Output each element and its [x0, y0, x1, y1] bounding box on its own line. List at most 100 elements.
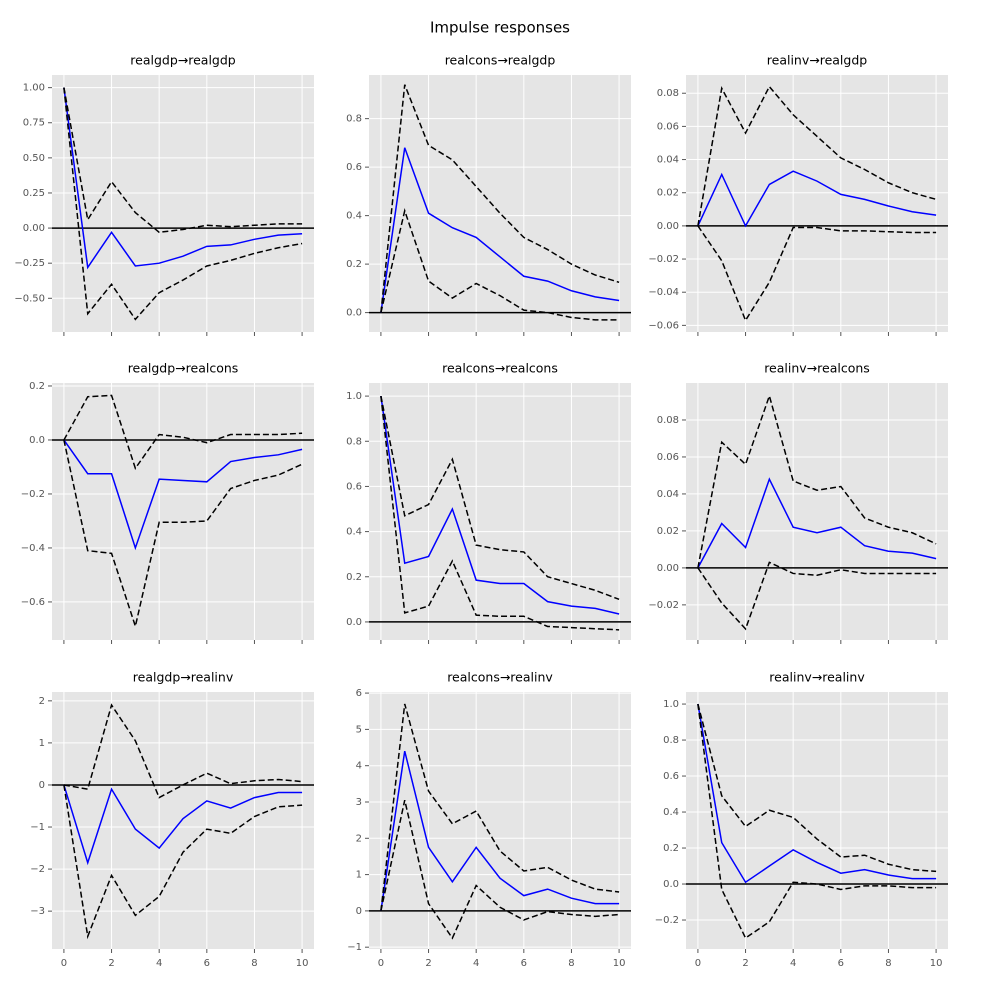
y-tick-label: 1.0	[346, 391, 362, 402]
subplot-title: realcons→realinv	[447, 670, 553, 685]
band-line	[63, 87, 303, 321]
x-tick-label: 8	[568, 958, 574, 969]
response-line	[697, 170, 937, 228]
x-tick-label: 10	[613, 958, 626, 969]
y-tick-label: −0.04	[648, 287, 679, 298]
plot-area	[52, 383, 314, 640]
y-tick-label: 0.0	[663, 879, 679, 890]
y-tick-label: −3	[30, 906, 45, 917]
y-tick-label: 0.08	[657, 415, 679, 426]
y-tick-label: −0.4	[21, 543, 45, 554]
y-tick-label: −1	[347, 942, 362, 953]
subplot-title: realinv→realinv	[769, 670, 865, 685]
y-tick-label: 0.0	[346, 308, 362, 319]
band-line	[697, 393, 937, 569]
y-tick-label: −0.06	[648, 320, 679, 331]
y-tick-label: 1.00	[23, 83, 45, 94]
y-tick-label: 1	[356, 870, 362, 881]
y-tick-label: −0.6	[21, 597, 45, 608]
y-tick-label: 0.00	[23, 223, 45, 234]
y-tick-label: 0.8	[663, 735, 679, 746]
band-line	[380, 396, 620, 631]
band-line	[697, 225, 937, 323]
y-tick-label: 1	[39, 738, 45, 749]
y-tick-label: −0.50	[14, 293, 45, 304]
y-tick-label: 0.8	[346, 114, 362, 125]
response-line	[63, 439, 303, 551]
x-tick-label: 4	[790, 958, 796, 969]
x-tick-label: 6	[204, 958, 210, 969]
y-tick-label: −1	[30, 822, 45, 833]
response-line	[380, 750, 620, 912]
y-tick-label: 0.6	[346, 162, 362, 173]
y-tick-label: 6	[356, 688, 362, 699]
band-line	[697, 703, 937, 873]
x-tick-label: 2	[425, 958, 431, 969]
y-tick-label: 0.6	[346, 481, 362, 492]
band-line	[380, 84, 620, 313]
plot-area	[369, 383, 631, 640]
subplot: realcons→realcons 0.0 0.2 0.4 0.6 0.8 1.0	[346, 361, 631, 644]
subplot: realgdp→realinv −3 −2 −1 0 1 2 0 2 4 6 8 10	[30, 670, 314, 969]
y-tick-label: −0.02	[648, 254, 679, 265]
subplot: realgdp→realcons −0.6 −0.4 −0.2 0.0 0.2	[21, 361, 314, 644]
x-tick-label: 0	[61, 958, 67, 969]
y-tick-label: −0.25	[14, 258, 45, 269]
x-tick-label: 0	[695, 958, 701, 969]
response-line	[697, 703, 937, 884]
plot-area	[686, 75, 948, 332]
x-tick-label: 4	[156, 958, 162, 969]
y-tick-label: 0.25	[23, 188, 45, 199]
y-tick-label: 0.02	[657, 188, 679, 199]
subplot-title: realcons→realcons	[442, 361, 558, 376]
subplot-title: realgdp→realinv	[133, 670, 234, 685]
subplot: realinv→realinv −0.2 0.0 0.2 0.4 0.6 0.8 1.0 0 2 4…	[655, 670, 948, 969]
y-tick-label: 0.04	[657, 155, 679, 166]
y-tick-label: −0.2	[21, 489, 45, 500]
y-tick-label: 0.0	[346, 617, 362, 628]
response-line	[380, 147, 620, 313]
y-tick-label: 5	[356, 724, 362, 735]
y-tick-label: −0.02	[648, 600, 679, 611]
subplot-title: realgdp→realgdp	[130, 53, 236, 68]
y-tick-label: −0.2	[655, 915, 679, 926]
x-tick-label: 6	[838, 958, 844, 969]
y-tick-label: 2	[356, 833, 362, 844]
y-tick-label: 0.6	[663, 771, 679, 782]
plot-area	[52, 75, 314, 332]
x-tick-label: 10	[930, 958, 943, 969]
x-tick-label: 2	[108, 958, 114, 969]
y-tick-label: 0	[39, 780, 45, 791]
x-tick-label: 2	[742, 958, 748, 969]
subplot: realcons→realinv −1 0 1 2 3 4 5 6 0 2 4 6 8 10	[347, 670, 631, 969]
band-line	[380, 208, 620, 321]
y-tick-label: 0.00	[657, 563, 679, 574]
y-tick-label: 0.06	[657, 452, 679, 463]
plot-area	[52, 692, 314, 949]
plot-area	[686, 383, 948, 640]
plot-area	[686, 692, 948, 949]
y-tick-label: 0.02	[657, 526, 679, 537]
subplot-title: realinv→realgdp	[767, 53, 868, 68]
x-tick-label: 0	[378, 958, 384, 969]
y-tick-label: 0.4	[346, 211, 362, 222]
x-tick-label: 6	[521, 958, 527, 969]
band-line	[380, 800, 620, 940]
subplot: realgdp→realgdp −0.50 −0.25 0.00 0.25 0.50 0.7…	[14, 53, 314, 336]
plot-area	[369, 692, 631, 949]
figure-title: Impulse responses	[430, 19, 570, 37]
subplot: realinv→realcons −0.02 0.00 0.02 0.04 0.06 0.0…	[648, 361, 948, 644]
subplot: realcons→realgdp 0.0 0.2 0.4 0.6 0.8	[346, 53, 631, 336]
subplot: realinv→realgdp −0.06 −0.04 −0.02 0.00 0.02 0.…	[648, 53, 948, 336]
band-line	[380, 395, 620, 601]
band-line	[63, 87, 303, 234]
x-tick-label: 10	[296, 958, 309, 969]
y-tick-label: 0.06	[657, 121, 679, 132]
band-line	[63, 394, 303, 470]
subplot-title: realgdp→realcons	[128, 361, 239, 376]
band-line	[697, 85, 937, 227]
x-tick-label: 4	[473, 958, 479, 969]
x-tick-label: 8	[885, 958, 891, 969]
y-tick-label: 0.0	[29, 435, 45, 446]
y-tick-label: 0.50	[23, 153, 45, 164]
